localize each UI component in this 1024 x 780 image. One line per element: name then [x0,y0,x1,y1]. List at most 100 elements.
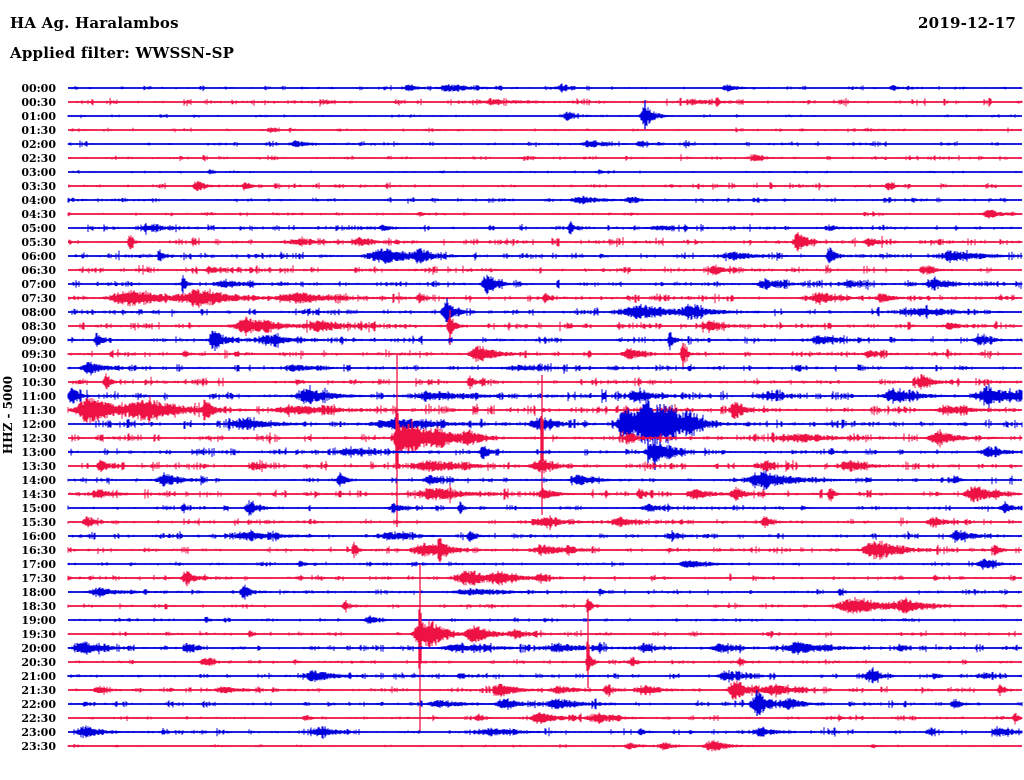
time-label: 09:00 [21,334,56,347]
time-label: 15:00 [21,502,56,515]
trace-waveform [67,538,1020,563]
trace-waveform [67,469,1018,491]
time-label: 18:30 [21,600,56,613]
trace-waveform [67,343,1022,363]
time-label: 12:30 [21,432,56,445]
time-label: 03:00 [21,166,56,179]
time-label: 19:30 [21,628,56,641]
time-label: 09:30 [21,348,56,361]
time-label: 06:00 [21,250,56,263]
time-label: 21:00 [21,670,56,683]
trace-event-spike [445,298,449,322]
trace-waveform [68,459,1023,474]
date-label: 2019-12-17 [918,14,1016,32]
time-label: 01:00 [21,110,56,123]
trace-waveform [68,180,1014,192]
time-label: 22:30 [21,712,56,725]
trace-waveform [67,361,1016,376]
trace-waveform [67,140,1006,149]
trace-event-spike [658,404,662,450]
trace-waveform [71,373,1023,390]
time-label: 21:30 [21,684,56,697]
time-label: 02:30 [21,152,56,165]
time-label: 13:00 [21,446,56,459]
trace-waveform [69,725,1023,739]
time-label: 01:30 [21,124,56,137]
time-label: 20:30 [21,656,56,669]
trace-waveform [68,484,1023,504]
time-label: 23:00 [21,726,56,739]
trace-waveform [67,209,1023,219]
trace-waveform [67,570,1022,587]
time-label: 04:00 [21,194,56,207]
time-label: 23:30 [21,740,56,753]
time-label: 16:30 [21,544,56,557]
time-label: 12:00 [21,418,56,431]
trace-waveform [67,195,1020,205]
time-label: 16:00 [21,530,56,543]
trace-waveform [67,500,1023,516]
trace-waveform [70,680,1019,700]
trace-waveform [67,641,1022,655]
trace-waveform [71,302,1019,323]
trace-waveform [73,615,1022,624]
trace-waveform [67,740,1002,752]
time-label: 10:00 [21,362,56,375]
time-label: 00:00 [21,82,56,95]
trace-waveform [72,169,1023,175]
time-label: 11:30 [21,404,56,417]
trace-event-spike [643,100,647,130]
time-label: 19:00 [21,614,56,627]
trace-waveform [75,221,1013,235]
trace-waveform [68,97,1023,107]
time-label: 02:00 [21,138,56,151]
time-label: 07:30 [21,292,56,305]
time-label: 06:30 [21,264,56,277]
time-label: 14:00 [21,474,56,487]
trace-waveform [71,264,1022,276]
trace-event-spike [653,438,657,470]
trace-waveform [67,597,1021,614]
trace-waveform [67,384,1023,410]
trace-waveform [68,288,1023,308]
trace-waveform [72,274,1023,295]
trace-waveform [68,154,1008,162]
trace-waveform [71,419,1023,455]
trace-waveform [67,558,1020,570]
trace-waveform [67,620,1016,649]
trace-waveform [67,105,1016,127]
trace-waveform [68,444,1023,464]
trace-event-spike [395,355,399,527]
trace-waveform [70,692,1023,716]
time-label: 20:00 [21,642,56,655]
time-label: 15:30 [21,516,56,529]
trace-waveform [70,584,1021,600]
time-label: 22:00 [21,698,56,711]
time-label: 07:00 [21,278,56,291]
trace-waveform [74,316,1023,336]
trace-waveform [68,232,1023,252]
time-label: 14:30 [21,488,56,501]
time-label: 18:00 [21,586,56,599]
station-title: HA Ag. Haralambos [10,14,179,32]
trace-waveform [71,83,1023,93]
trace-waveform [72,396,1023,448]
trace-waveform [67,667,1022,684]
trace-event-spike [681,343,685,369]
time-label: 08:00 [21,306,56,319]
trace-waveform [78,712,1023,725]
time-label: 10:30 [21,376,56,389]
time-label: 17:30 [21,572,56,585]
time-label: 05:00 [21,222,56,235]
trace-event-spike [586,604,590,688]
trace-waveform [74,247,1023,264]
time-label: 17:00 [21,558,56,571]
trace-event-spike [755,690,759,716]
trace-waveform [71,127,1021,133]
trace-waveform [67,515,1020,531]
time-label: 00:30 [21,96,56,109]
time-label: 03:30 [21,180,56,193]
time-label: 11:00 [21,390,56,403]
